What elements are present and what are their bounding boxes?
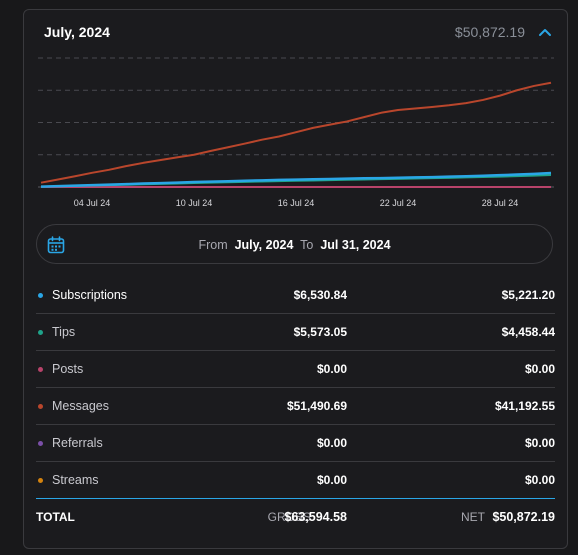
from-label: From	[198, 238, 228, 252]
category-label: Streams	[52, 473, 99, 487]
chart-lines	[40, 81, 552, 188]
net-value: $0.00	[524, 362, 555, 376]
x-tick-label: 22 Jul 24	[380, 198, 417, 208]
gross-value: $6,530.84	[293, 288, 347, 302]
series-line-messages	[40, 81, 552, 184]
x-tick-label: 28 Jul 24	[482, 198, 519, 208]
net-value: $0.00	[524, 473, 555, 487]
category-row-posts[interactable]: Posts $0.00 $0.00	[36, 351, 555, 388]
category-list: Subscriptions $6,530.84 $5,221.20 Tips $…	[36, 277, 555, 499]
chart-x-ticks: 04 Jul 24 10 Jul 24 16 Jul 24 22 Jul 24 28 J…	[74, 198, 519, 208]
category-row-messages[interactable]: Messages $51,490.69 $41,192.55	[36, 388, 555, 425]
earnings-line-chart: 04 Jul 24 10 Jul 24 16 Jul 24 22 Jul 24 28 J…	[38, 57, 554, 208]
category-row-subscriptions[interactable]: Subscriptions $6,530.84 $5,221.20	[36, 277, 555, 314]
gross-value: $51,490.69	[286, 399, 347, 413]
category-label: Tips	[52, 325, 76, 339]
gross-value: $0.00	[316, 436, 347, 450]
card-header: July, 2024 $50,872.19	[44, 10, 555, 54]
earnings-card: July, 2024 $50,872.19 04 Jul 24 10 Jul 24…	[23, 9, 568, 549]
category-row-streams[interactable]: Streams $0.00 $0.00	[36, 462, 555, 499]
gross-value: $0.00	[316, 362, 347, 376]
legend-dot	[38, 404, 43, 409]
net-value: $5,221.20	[501, 288, 555, 302]
legend-dot	[38, 367, 43, 372]
gross-total-label: GROSS	[267, 510, 311, 524]
legend-dot	[38, 478, 43, 483]
calendar-icon[interactable]	[47, 236, 65, 254]
net-value: $4,458.44	[501, 325, 555, 339]
from-value[interactable]: July, 2024	[234, 238, 294, 252]
category-label: Subscriptions	[52, 288, 128, 302]
gross-value: $5,573.05	[293, 325, 347, 339]
to-label: To	[300, 238, 314, 252]
net-total-value: $50,872.19	[492, 510, 555, 524]
gross-value: $0.00	[316, 473, 347, 487]
net-value: $41,192.55	[494, 399, 555, 413]
category-row-tips[interactable]: Tips $5,573.05 $4,458.44	[36, 314, 555, 351]
date-range-text: From July, 2024 To Jul 31, 2024	[37, 238, 552, 252]
x-tick-label: 16 Jul 24	[278, 198, 315, 208]
series-line-subscriptions	[40, 171, 552, 188]
to-value[interactable]: Jul 31, 2024	[320, 238, 391, 252]
legend-dot	[38, 330, 43, 335]
category-label: Messages	[52, 399, 109, 413]
net-total-label: NET	[461, 510, 485, 524]
total-row: TOTAL GROSS $63,594.58 NET $50,872.19	[36, 506, 555, 534]
category-label: Referrals	[52, 436, 103, 450]
total-label: TOTAL	[36, 510, 75, 524]
x-tick-label: 10 Jul 24	[176, 198, 213, 208]
x-tick-label: 04 Jul 24	[74, 198, 111, 208]
net-value: $0.00	[524, 436, 555, 450]
legend-dot	[38, 293, 43, 298]
category-label: Posts	[52, 362, 84, 376]
gross-total-value: $63,594.58	[284, 510, 347, 524]
date-range-picker[interactable]: From July, 2024 To Jul 31, 2024	[36, 224, 553, 264]
category-row-referrals[interactable]: Referrals $0.00 $0.00	[36, 425, 555, 462]
month-title: July, 2024	[44, 24, 110, 40]
header-total: $50,872.19	[454, 24, 525, 40]
chevron-up-icon[interactable]	[537, 24, 553, 40]
legend-dot	[38, 441, 43, 446]
